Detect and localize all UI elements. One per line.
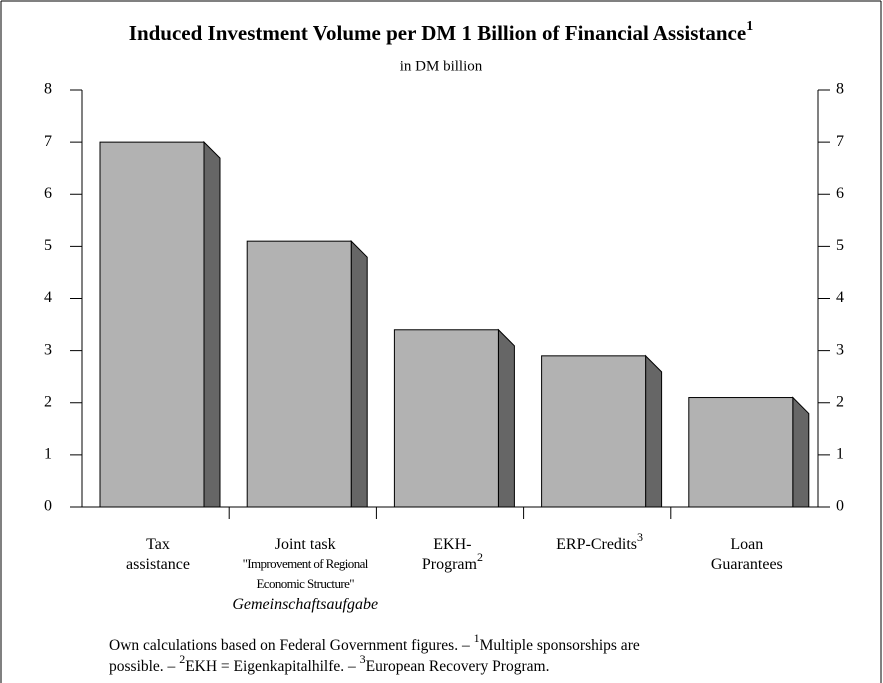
x-tick-label-text: Loan: [730, 536, 763, 553]
x-tick-label: Tax: [146, 536, 170, 553]
x-tick-label: Economic Structure": [256, 576, 354, 591]
y-tick-label: 2: [44, 393, 52, 410]
footnote: Own calculations based on Federal Govern…: [109, 631, 640, 654]
bar: [246, 240, 352, 508]
y2-tick-label: 2: [836, 393, 844, 410]
x-tick-label: assistance: [126, 556, 190, 573]
x-tick-label-text: Program: [422, 556, 478, 573]
x-tick-label: "Improvement of Regional: [243, 556, 369, 571]
footnote-mark: 3: [360, 652, 366, 666]
bar-side: [203, 140, 221, 508]
y2-tick-label: 4: [836, 289, 844, 306]
y-tick-label: 1: [44, 446, 52, 463]
x-tick-label-text: Gemeinschaftsaufgabe: [232, 596, 378, 613]
bar-side: [497, 328, 515, 508]
bar: [541, 355, 647, 508]
x-tick-label-text: ERP-Credits: [556, 536, 637, 553]
x-tick-label-text: assistance: [126, 556, 190, 573]
x-tick-label-text: Tax: [146, 536, 170, 553]
bar: [393, 329, 499, 508]
x-tick-label: Guarantees: [711, 556, 783, 573]
y-tick-label: 5: [44, 237, 52, 254]
y-tick-label: 3: [44, 341, 52, 358]
footnote-text: Multiple sponsorships are: [480, 637, 640, 654]
x-tick-label-text: Economic Structure": [256, 576, 354, 591]
footnote-text: European Recovery Program.: [366, 658, 550, 675]
y-tick-label: 0: [44, 498, 52, 515]
y2-tick-label: 3: [836, 341, 844, 358]
bar: [688, 397, 794, 508]
x-tick-label-note: 3: [637, 530, 643, 544]
footnote-text: EKH = Eigenkapitalhilfe. –: [185, 658, 359, 675]
chart-title: Induced Investment Volume per DM 1 Billi…: [129, 19, 753, 45]
footnote-text: Own calculations based on Federal Govern…: [109, 637, 474, 654]
bar-side: [350, 239, 368, 508]
y2-tick-label: 0: [836, 498, 844, 515]
footnote-mark: 1: [474, 631, 480, 645]
y2-tick-label: 6: [836, 185, 844, 202]
y2-tick-label: 1: [836, 446, 844, 463]
x-tick-label-text: "Improvement of Regional: [243, 556, 369, 571]
title-note: 1: [746, 19, 753, 34]
x-tick-label-text: Guarantees: [711, 556, 783, 573]
y2-tick-label: 5: [836, 237, 844, 254]
y-tick-label: 8: [44, 81, 52, 98]
x-tick-label-note: 2: [477, 550, 483, 564]
x-tick-label: EKH-: [433, 536, 471, 553]
y-tick-label: 7: [44, 133, 52, 150]
x-tick-label: Program2: [422, 550, 483, 573]
bar-side: [792, 396, 810, 508]
x-tick-label-text: Joint task: [275, 536, 336, 553]
footnote: possible. – 2EKH = Eigenkapitalhilfe. – …: [109, 652, 549, 675]
footnote-mark: 2: [179, 652, 185, 666]
y2-tick-label: 7: [836, 133, 844, 150]
y2-tick-label: 8: [836, 81, 844, 98]
x-tick-label-text: EKH-: [433, 536, 471, 553]
bar: [99, 141, 205, 508]
title-text: Induced Investment Volume per DM 1 Billi…: [129, 21, 746, 45]
x-tick-label: Joint task: [275, 536, 336, 553]
footnote-text: possible. –: [109, 658, 179, 675]
x-tick-label: ERP-Credits3: [556, 530, 643, 553]
x-tick-label: Loan: [730, 536, 763, 553]
y-tick-label: 4: [44, 289, 52, 306]
chart-subtitle: in DM billion: [400, 58, 483, 74]
x-tick-label: Gemeinschaftsaufgabe: [232, 596, 378, 613]
bar-side: [645, 354, 663, 508]
y-tick-label: 6: [44, 185, 52, 202]
